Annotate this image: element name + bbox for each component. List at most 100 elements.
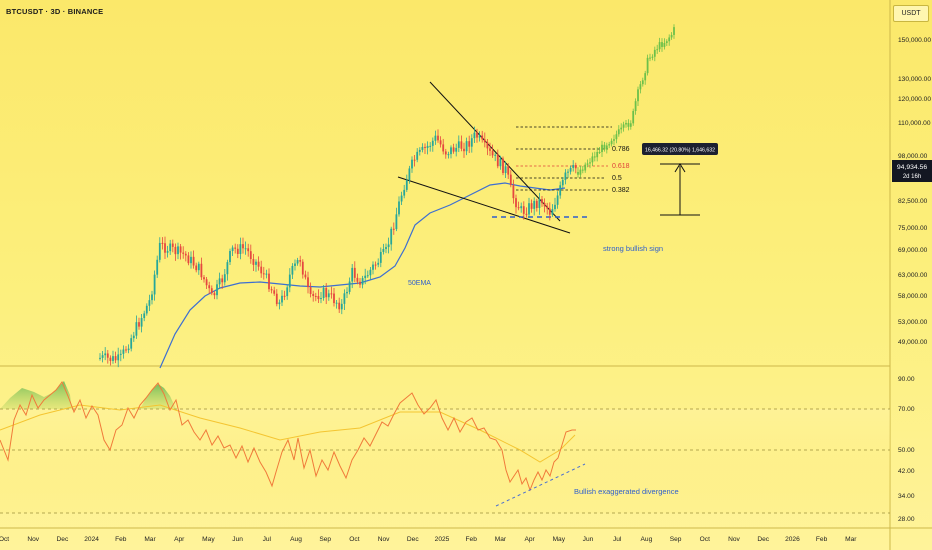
candle-body (164, 243, 166, 253)
fib-label: 0.618 (612, 163, 630, 170)
candle-body (348, 281, 351, 292)
candle-body (143, 313, 146, 319)
candle-body (366, 275, 369, 277)
time-tick-label: Jul (263, 536, 272, 543)
projection-candle (673, 27, 675, 35)
candle-body (236, 248, 239, 254)
candle-body (408, 168, 411, 181)
candle-body (439, 140, 442, 145)
currency-button[interactable]: USDT (893, 5, 929, 22)
time-tick-label: Dec (57, 536, 69, 543)
projection-candle (596, 151, 599, 158)
candle-body (301, 261, 304, 275)
candle-body (262, 273, 265, 275)
projection-candle (581, 169, 584, 171)
candle-body (340, 303, 343, 310)
time-tick-label: Apr (524, 536, 535, 543)
candle-body (515, 198, 517, 208)
fib-label: 0.382 (612, 187, 630, 194)
candle-body (140, 318, 143, 327)
candle-body (450, 147, 452, 155)
current-price-tag (892, 160, 932, 182)
candle-body (418, 149, 421, 152)
candle-body (101, 355, 104, 358)
time-tick-label: Dec (407, 536, 419, 543)
time-tick-label: Oct (700, 536, 710, 543)
candle-body (109, 357, 112, 361)
candle-body (478, 135, 481, 138)
candle-body (249, 251, 252, 260)
candle-body (291, 265, 294, 275)
candle-body (203, 277, 205, 280)
candle-body (190, 256, 192, 264)
projection-candle (644, 73, 647, 81)
candle-body (530, 203, 533, 209)
projection-candle (586, 163, 589, 165)
candle-body (247, 248, 250, 252)
projection-candle (593, 156, 596, 158)
candle-body (314, 296, 317, 298)
candle-body (270, 289, 273, 291)
time-tick-label: Sep (319, 536, 331, 543)
candle-body (174, 246, 177, 255)
divergence-note: Bullish exaggerated divergence (574, 487, 679, 496)
candle-body (257, 261, 260, 267)
candle-body (260, 266, 263, 274)
candle-body (356, 277, 359, 282)
candle-body (169, 243, 172, 252)
projection-candle (661, 42, 663, 47)
candle-body (307, 277, 309, 288)
candle-body (242, 244, 244, 249)
candle-body (330, 293, 333, 295)
projection-group (577, 24, 675, 178)
candle-body (171, 243, 174, 247)
projection-candle (579, 169, 582, 175)
time-tick-label: Oct (0, 536, 9, 543)
symbol-title: BTCUSDT · 3D · BINANCE (6, 7, 104, 16)
candle-body (231, 247, 234, 251)
projection-candle (598, 151, 601, 153)
projection-candle (670, 34, 673, 38)
candle-body (470, 138, 473, 147)
time-tick-label: Feb (115, 536, 127, 543)
candle-body (426, 145, 429, 148)
candle-body (554, 204, 556, 210)
candle-body (369, 269, 372, 276)
time-tick-label: 2025 (435, 536, 450, 543)
projection-candle (584, 164, 587, 171)
candle-body (273, 290, 276, 294)
rsi-tick-label: 70.00 (898, 406, 915, 413)
projection-candle (622, 124, 625, 128)
candle-body (114, 356, 117, 361)
candle-body (491, 150, 494, 156)
candle-body (138, 322, 140, 327)
candle-body (429, 145, 432, 147)
candle-body (286, 287, 289, 297)
time-tick-label: 2024 (84, 536, 99, 543)
candle-body (551, 209, 554, 215)
candle-body (119, 353, 122, 355)
candle-body (145, 305, 148, 314)
candle-body (543, 203, 546, 207)
candle-body (104, 353, 107, 356)
candle-body (385, 247, 387, 250)
candle-body (486, 142, 489, 149)
candle-body (502, 158, 504, 173)
candle-body (494, 154, 497, 156)
candle-body (135, 322, 138, 336)
candle-body (288, 274, 291, 288)
candle-body (132, 335, 135, 339)
candle-body (322, 287, 325, 299)
projection-candle (617, 129, 620, 135)
time-axis: Oct Nov Dec 2024 Feb Mar Apr May Jun Jul Aug Sep Oct… (0, 536, 857, 543)
projection-candle (634, 101, 637, 111)
candle-body (335, 302, 338, 304)
candle-body (548, 208, 551, 215)
rsi-tick-label: 50.00 (898, 447, 915, 454)
time-tick-label: Feb (466, 536, 478, 543)
price-tick-label: 110,000.00 (898, 120, 931, 127)
candle-body (561, 179, 564, 186)
time-tick-label: May (202, 536, 215, 543)
